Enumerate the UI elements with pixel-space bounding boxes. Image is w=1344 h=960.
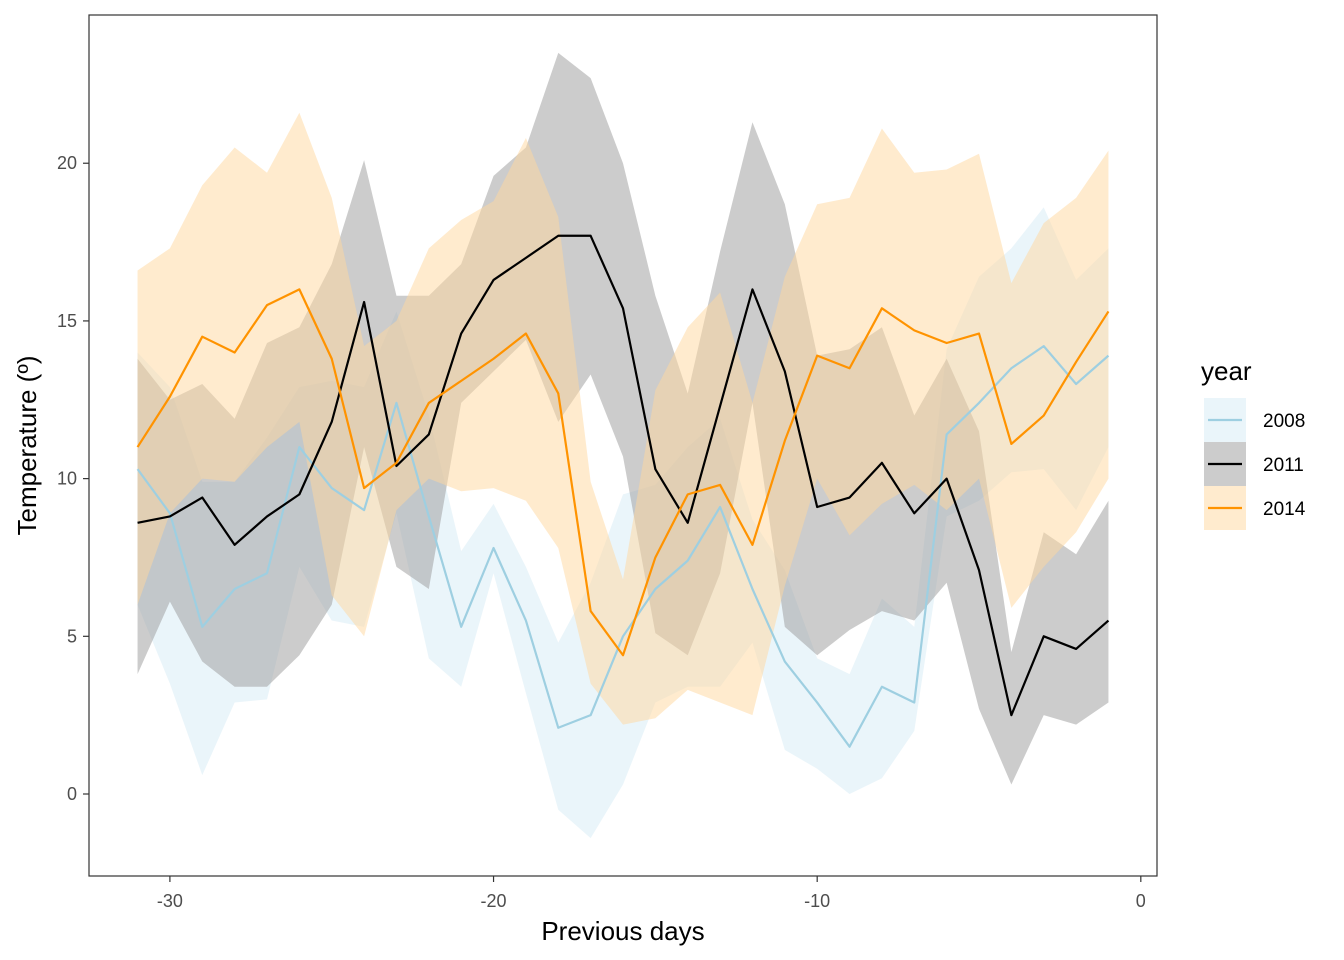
x-tick-label: -20 [481,891,507,911]
legend: year 2008 2011 2014 [1201,356,1306,530]
legend-label-2011: 2011 [1263,455,1304,476]
y-axis-title: Temperature (º) [12,356,42,536]
x-tick-label: -10 [804,891,830,911]
ribbon-2011 [137,52,1109,785]
x-tick-label: -30 [157,891,183,911]
ribbon-layer [137,52,1109,839]
y-tick-label: 5 [67,626,77,646]
legend-label-2014: 2014 [1263,499,1306,520]
x-axis: -30 -20 -10 0 [157,876,1146,911]
legend-label-2008: 2008 [1263,411,1305,432]
legend-title: year [1201,356,1252,386]
series-line-2014 [136,288,1110,657]
y-tick-label: 10 [57,469,77,489]
x-tick-label: 0 [1136,891,1146,911]
y-axis: 0 5 10 15 20 [57,153,89,804]
ribbon-2014 [137,112,1109,725]
y-tick-label: 0 [67,784,77,804]
x-axis-title: Previous days [541,916,704,946]
line-layer [136,234,1110,748]
series-line-2008 [136,345,1110,748]
panel-border [88,14,1158,877]
y-tick-label: 15 [57,311,77,331]
series-line-2011 [137,234,1110,717]
y-tick-label: 20 [57,153,77,173]
